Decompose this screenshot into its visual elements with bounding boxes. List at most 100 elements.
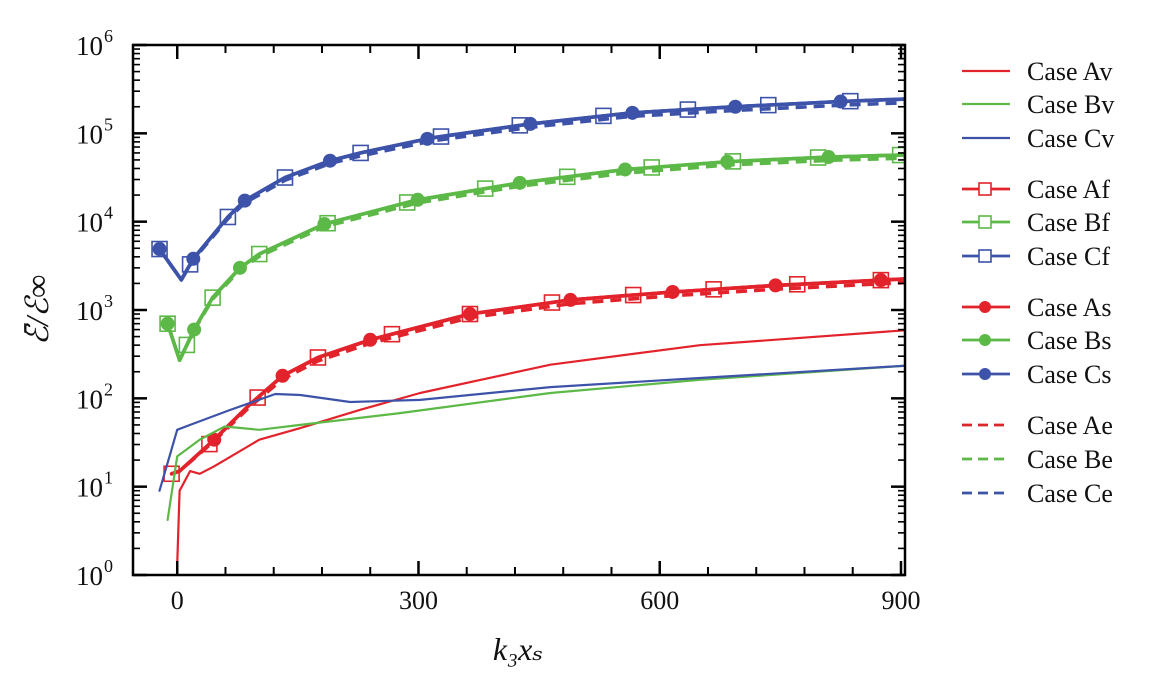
data-point-square <box>383 325 401 343</box>
series-line <box>158 364 905 492</box>
y-tick-label: 10 <box>76 296 103 326</box>
legend-label: Case Bs <box>1027 326 1112 355</box>
legend-label: Case Ae <box>1027 411 1113 440</box>
data-point-circle <box>160 316 175 331</box>
legend-square-marker <box>978 215 992 229</box>
series-line <box>165 156 905 362</box>
data-point-circle <box>410 192 425 207</box>
x-tick-label: 300 <box>399 586 438 615</box>
data-point-square <box>309 349 327 366</box>
legend-item: Case Bv <box>962 90 1114 119</box>
data-point-square <box>159 315 176 332</box>
data-point-circle <box>720 154 735 169</box>
series-case-bs <box>160 150 905 362</box>
y-tick-label: 10 <box>76 119 103 149</box>
series-case-cv <box>158 364 905 492</box>
legend-square-marker <box>978 249 992 263</box>
y-tick-exponent: 4 <box>104 203 113 223</box>
data-point-circle <box>420 131 435 146</box>
data-point-square <box>204 289 221 306</box>
y-tick-label: 10 <box>76 208 103 238</box>
data-point-circle <box>728 99 743 114</box>
data-point-circle <box>833 94 848 109</box>
legend-circle-marker <box>979 334 991 346</box>
series-case-bv <box>166 364 905 521</box>
series-case-cs <box>152 94 905 282</box>
y-tick-exponent: 0 <box>104 556 113 576</box>
y-tick-label: 10 <box>76 473 103 503</box>
y-tick-label: 10 <box>76 561 103 591</box>
data-point-circle <box>665 284 680 299</box>
x-tick-label: 600 <box>640 586 679 615</box>
data-point-circle <box>563 292 578 307</box>
y-tick-exponent: 3 <box>104 291 113 311</box>
legend-item: Case Af <box>962 175 1110 204</box>
data-point-square <box>178 336 196 354</box>
legend-label: Case Cf <box>1027 242 1110 271</box>
legend-label: Case Bf <box>1027 208 1110 237</box>
legend-label: Case Cs <box>1027 360 1112 389</box>
data-point-circle <box>152 242 167 257</box>
series-case-be <box>165 156 905 362</box>
y-axis-label: ℰ̄/ℰ∞ <box>19 275 55 345</box>
legend-item: Case Cs <box>962 360 1112 389</box>
data-point-circle <box>768 278 783 293</box>
data-point-circle <box>363 332 378 347</box>
series-line <box>176 329 905 566</box>
data-point-square <box>219 208 237 226</box>
x-axis-label: k₃xₛ <box>493 631 543 667</box>
data-point-circle <box>512 175 527 190</box>
legend-label: Case Av <box>1027 57 1112 86</box>
legend-label: Case Af <box>1027 175 1110 204</box>
y-tick-label: 10 <box>76 384 103 414</box>
data-point-circle <box>207 432 222 447</box>
plot-curves <box>151 92 905 566</box>
data-point-circle <box>618 162 633 177</box>
data-point-circle <box>187 322 202 337</box>
data-point-circle <box>232 260 247 275</box>
y-tick-exponent: 5 <box>104 114 113 134</box>
data-point-circle <box>317 217 332 232</box>
legend-circle-marker <box>979 301 991 313</box>
x-tick-label: 0 <box>171 586 184 615</box>
data-point-circle <box>275 368 290 383</box>
data-point-circle <box>323 153 338 168</box>
data-point-circle <box>237 193 252 208</box>
data-point-circle <box>523 116 538 131</box>
legend-circle-marker <box>979 368 991 380</box>
legend-label: Case Bv <box>1027 90 1114 119</box>
series-case-as <box>169 273 905 476</box>
data-point-square <box>250 245 268 263</box>
series-line <box>166 364 905 521</box>
legend-item: Case Bs <box>962 326 1112 355</box>
data-point-circle <box>462 307 477 322</box>
legend-item: Case Be <box>962 445 1113 474</box>
y-tick-exponent: 2 <box>104 379 113 399</box>
legend-item: Case Av <box>962 57 1112 86</box>
y-tick-exponent: 1 <box>104 468 113 488</box>
legend-item: Case Ce <box>962 479 1113 508</box>
legend: Case Av Case Bv Case Cv Case Af Case Bf Case … <box>962 57 1114 508</box>
series-line <box>157 97 905 282</box>
legend-item: Case Bf <box>962 208 1110 237</box>
y-tick-label: 10 <box>76 31 103 61</box>
legend-label: Case Cv <box>1027 124 1114 153</box>
legend-label: Case As <box>1027 293 1112 322</box>
series-line <box>169 277 905 476</box>
y-tick-exponent: 6 <box>104 26 113 46</box>
data-point-circle <box>873 273 888 288</box>
series-case-av <box>176 329 905 566</box>
legend-item: Case As <box>962 293 1112 322</box>
legend-item: Case Ae <box>962 411 1113 440</box>
legend-square-marker <box>978 182 992 196</box>
legend-label: Case Be <box>1027 445 1113 474</box>
x-tick-label: 900 <box>881 586 920 615</box>
data-point-square <box>151 240 168 258</box>
legend-label: Case Ce <box>1027 479 1113 508</box>
data-point-circle <box>821 150 836 165</box>
data-point-square <box>276 169 294 186</box>
legend-item: Case Cv <box>962 124 1114 153</box>
data-point-circle <box>625 105 640 120</box>
